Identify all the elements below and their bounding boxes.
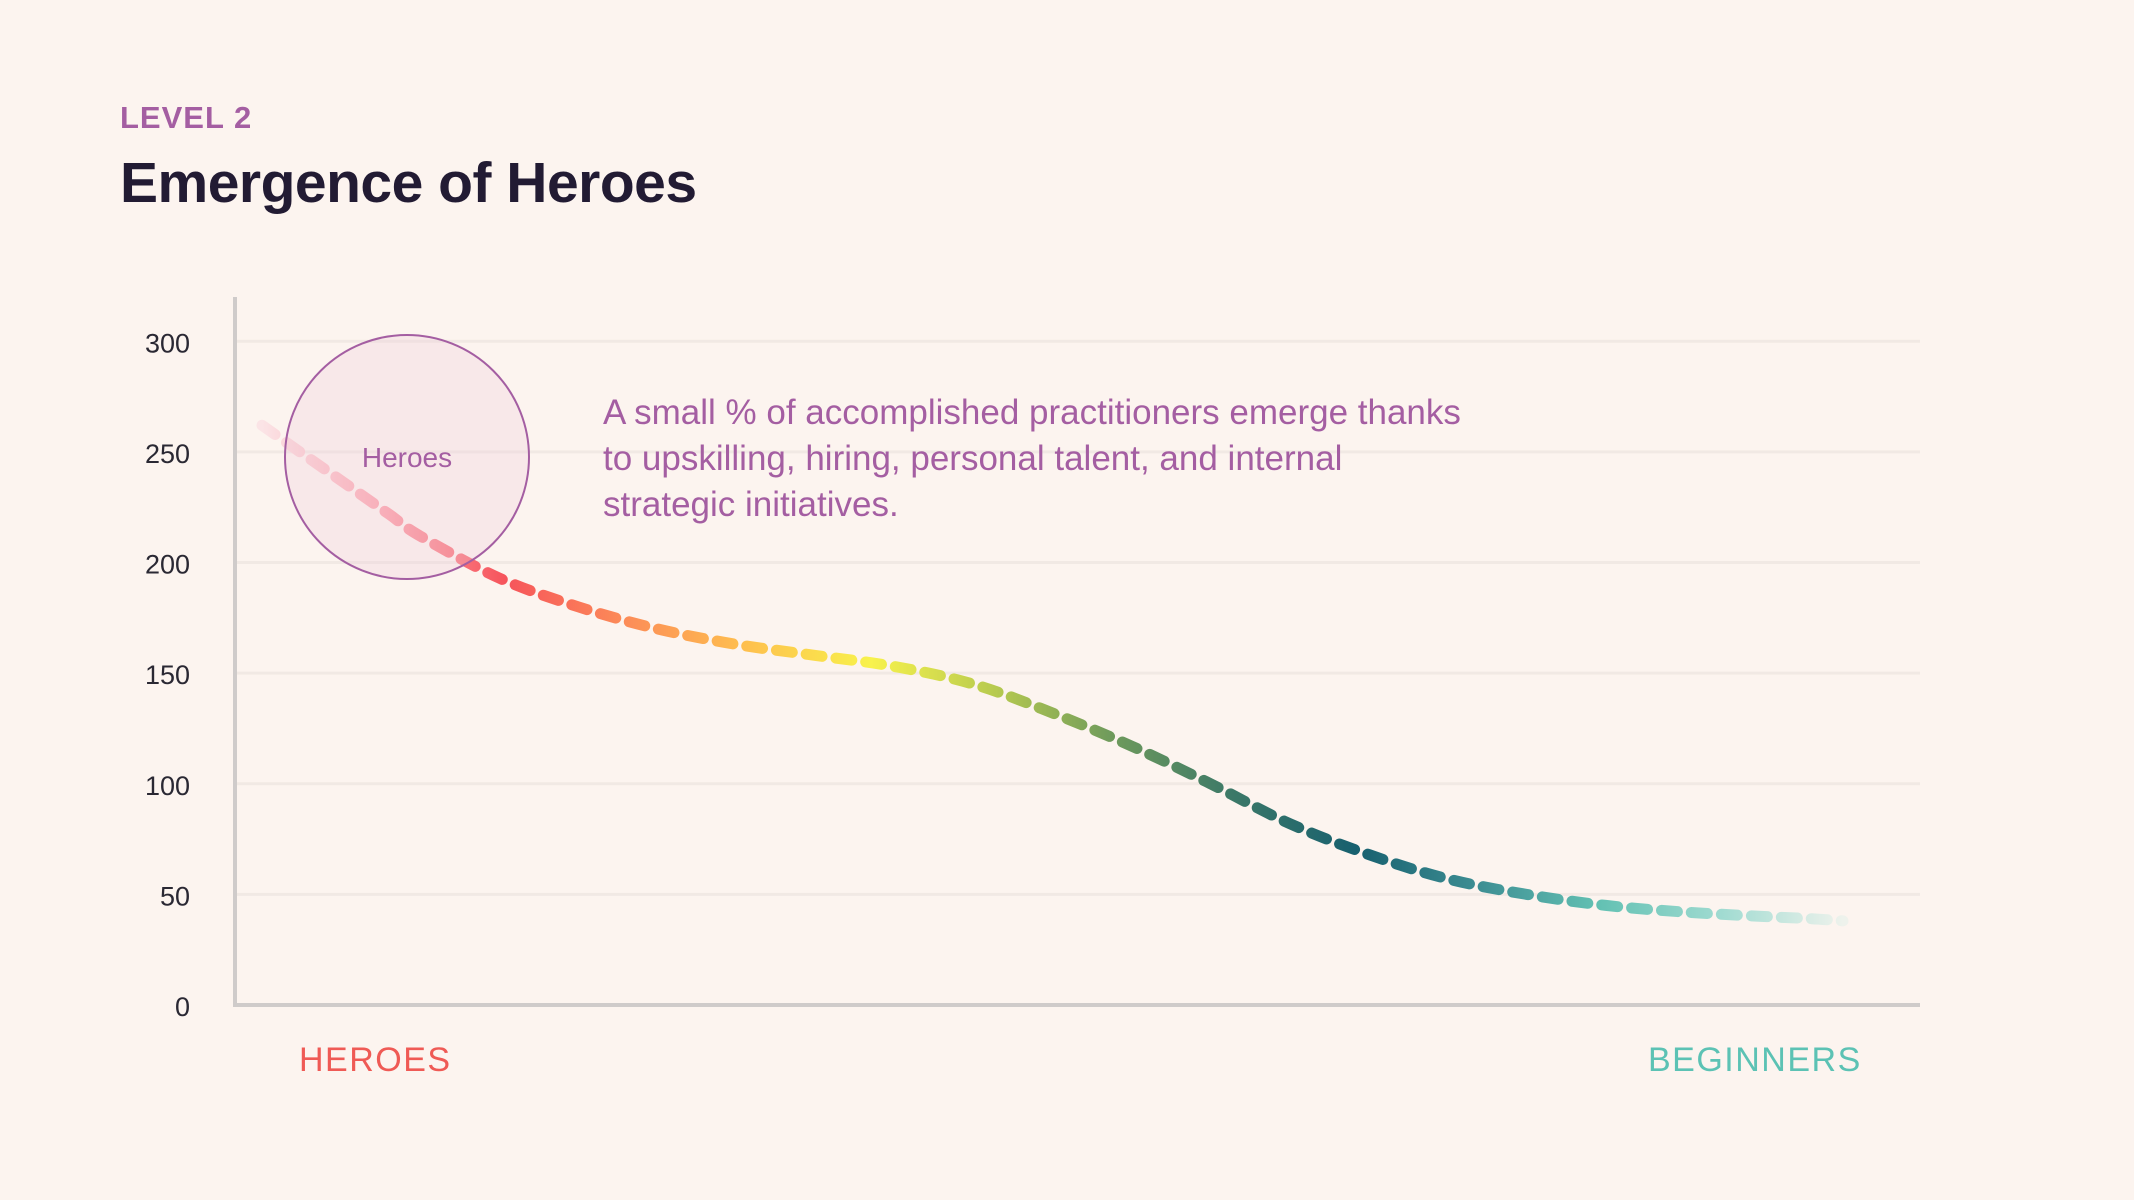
heroes-axis-label: HEROES <box>299 1041 452 1079</box>
series-path <box>256 419 1849 927</box>
y-tick-label: 50 <box>160 881 190 911</box>
y-tick-labels: 0 50 100 150 200 250 300 <box>145 328 190 1022</box>
y-tick-label: 150 <box>145 660 190 690</box>
beginners-axis-label: BEGINNERS <box>1648 1041 1862 1079</box>
series-line <box>256 419 1849 927</box>
page-title: Emergence of Heroes <box>120 151 697 215</box>
y-tick-label: 100 <box>145 771 190 801</box>
y-tick-label: 0 <box>175 992 190 1022</box>
axes <box>233 297 1920 1007</box>
heroes-circle <box>284 334 530 580</box>
level-label: LEVEL 2 <box>120 100 253 135</box>
heroes-circle-label: Heroes <box>362 442 452 473</box>
grid-lines <box>235 339 1920 896</box>
y-tick-label: 300 <box>145 328 190 358</box>
heroes-highlight: Heroes <box>284 334 530 580</box>
y-tick-label: 250 <box>145 439 190 469</box>
y-tick-label: 200 <box>145 550 190 580</box>
annotation-text: A small % of accomplished practitioners … <box>603 393 1461 524</box>
